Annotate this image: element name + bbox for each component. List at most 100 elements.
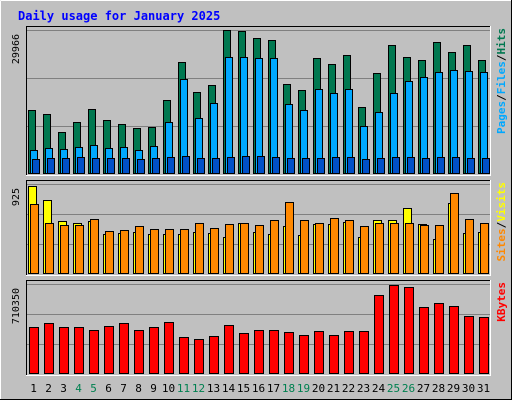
bar-kbytes-day-3 bbox=[59, 327, 69, 374]
legend-entry-visits: Visits bbox=[495, 182, 508, 222]
y-max-label-hits: 29966 bbox=[11, 34, 22, 64]
day-label-3: 3 bbox=[60, 382, 67, 395]
day-label-12: 12 bbox=[192, 382, 205, 395]
bar-kbytes-day-23 bbox=[359, 331, 369, 374]
panel-visits: 925 Sites/Visits bbox=[11, 180, 508, 276]
day-label-7: 7 bbox=[120, 382, 127, 395]
bar-sites-day-18 bbox=[285, 202, 294, 274]
bar-sites-day-1 bbox=[30, 204, 39, 274]
bar-files-day-17 bbox=[270, 58, 278, 174]
bar-sites-day-2 bbox=[45, 223, 54, 274]
bar-kbytes-day-26 bbox=[404, 287, 414, 374]
bar-pages-day-22 bbox=[347, 157, 355, 174]
bar-sites-day-5 bbox=[90, 219, 99, 274]
day-label-20: 20 bbox=[312, 382, 325, 395]
bar-pages-day-12 bbox=[197, 158, 205, 174]
bar-pages-day-20 bbox=[317, 158, 325, 174]
day-label-31: 31 bbox=[477, 382, 490, 395]
bar-pages-day-3 bbox=[62, 158, 70, 174]
day-label-18: 18 bbox=[282, 382, 295, 395]
day-label-24: 24 bbox=[372, 382, 386, 395]
bar-sites-day-20 bbox=[315, 223, 324, 274]
day-label-8: 8 bbox=[135, 382, 142, 395]
bar-pages-day-24 bbox=[377, 158, 385, 174]
legend-entry-sites: Sites bbox=[495, 228, 508, 261]
bar-pages-day-11 bbox=[182, 156, 190, 174]
bar-sites-day-11 bbox=[180, 229, 189, 274]
bar-kbytes-day-20 bbox=[314, 331, 324, 374]
day-label-6: 6 bbox=[105, 382, 112, 395]
bar-kbytes-day-28 bbox=[434, 303, 444, 374]
bar-sites-day-29 bbox=[450, 193, 459, 274]
y-max-label-visits: 925 bbox=[11, 188, 22, 206]
day-label-22: 22 bbox=[342, 382, 355, 395]
day-label-28: 28 bbox=[432, 382, 445, 395]
day-label-2: 2 bbox=[45, 382, 52, 395]
bar-pages-day-27 bbox=[422, 158, 430, 174]
y-max-label-kbytes: 710350 bbox=[11, 288, 22, 324]
day-label-4: 4 bbox=[75, 382, 82, 395]
bar-sites-day-3 bbox=[60, 225, 69, 274]
day-label-19: 19 bbox=[297, 382, 310, 395]
bar-files-day-14 bbox=[225, 57, 233, 174]
chart-title: Daily usage for January 2025 bbox=[18, 9, 220, 23]
legend-entry-files: Files bbox=[495, 61, 508, 94]
bar-pages-day-16 bbox=[257, 156, 265, 174]
day-label-26: 26 bbox=[402, 382, 415, 395]
bar-sites-day-8 bbox=[135, 226, 144, 274]
bar-pages-day-2 bbox=[47, 158, 55, 174]
day-label-23: 23 bbox=[357, 382, 370, 395]
bar-sites-day-21 bbox=[330, 218, 339, 274]
day-label-25: 25 bbox=[387, 382, 400, 395]
bar-kbytes-day-30 bbox=[464, 316, 474, 374]
legend-visits: Sites/Visits bbox=[495, 182, 508, 262]
bar-pages-day-7 bbox=[122, 158, 130, 174]
bar-pages-day-21 bbox=[332, 157, 340, 174]
bar-kbytes-day-8 bbox=[134, 330, 144, 374]
bar-pages-day-1 bbox=[32, 159, 40, 174]
bar-kbytes-day-22 bbox=[344, 331, 354, 374]
bar-sites-day-31 bbox=[480, 223, 489, 274]
bar-pages-day-23 bbox=[362, 159, 370, 174]
bar-kbytes-day-9 bbox=[149, 327, 159, 374]
legend-entry-pages: Pages bbox=[495, 101, 508, 134]
bar-pages-day-17 bbox=[272, 157, 280, 174]
day-label-27: 27 bbox=[417, 382, 430, 395]
bar-kbytes-day-31 bbox=[479, 317, 489, 374]
day-label-21: 21 bbox=[327, 382, 340, 395]
bar-kbytes-day-17 bbox=[269, 330, 279, 374]
bar-sites-day-4 bbox=[75, 225, 84, 274]
bar-pages-day-9 bbox=[152, 158, 160, 174]
day-label-14: 14 bbox=[222, 382, 236, 395]
bar-pages-day-4 bbox=[77, 157, 85, 174]
bar-sites-day-27 bbox=[420, 225, 429, 274]
panel-kbytes: 710350 KBytes bbox=[11, 280, 508, 376]
bar-pages-day-29 bbox=[452, 157, 460, 174]
bar-kbytes-day-5 bbox=[89, 330, 99, 374]
bar-sites-day-6 bbox=[105, 231, 114, 274]
bar-sites-day-25 bbox=[390, 223, 399, 274]
bar-pages-day-6 bbox=[107, 158, 115, 174]
bar-kbytes-day-7 bbox=[119, 323, 129, 374]
bar-sites-day-10 bbox=[165, 229, 174, 274]
bar-sites-day-30 bbox=[465, 219, 474, 274]
bar-pages-day-28 bbox=[437, 157, 445, 174]
bar-pages-day-30 bbox=[467, 158, 475, 174]
bar-kbytes-day-10 bbox=[164, 322, 174, 374]
bar-kbytes-day-2 bbox=[44, 323, 54, 374]
bar-kbytes-day-6 bbox=[104, 326, 114, 374]
bar-sites-day-28 bbox=[435, 225, 444, 274]
bar-sites-day-17 bbox=[270, 220, 279, 274]
legend-kbytes: KBytes bbox=[495, 282, 508, 322]
bar-pages-day-31 bbox=[482, 158, 490, 174]
bar-sites-day-23 bbox=[360, 226, 369, 274]
day-label-5: 5 bbox=[90, 382, 97, 395]
bar-kbytes-day-18 bbox=[284, 332, 294, 374]
x-axis-day-labels: 1 2 3 4 5 6 7 8 9 10 11 12 13 14 15 16 17 18 19 20 21 22 23 24 2… bbox=[30, 382, 490, 395]
legend-entry-hits: Hits bbox=[495, 28, 508, 55]
day-label-1: 1 bbox=[30, 382, 37, 395]
bar-kbytes-day-25 bbox=[389, 285, 399, 374]
bar-kbytes-day-1 bbox=[29, 327, 39, 374]
